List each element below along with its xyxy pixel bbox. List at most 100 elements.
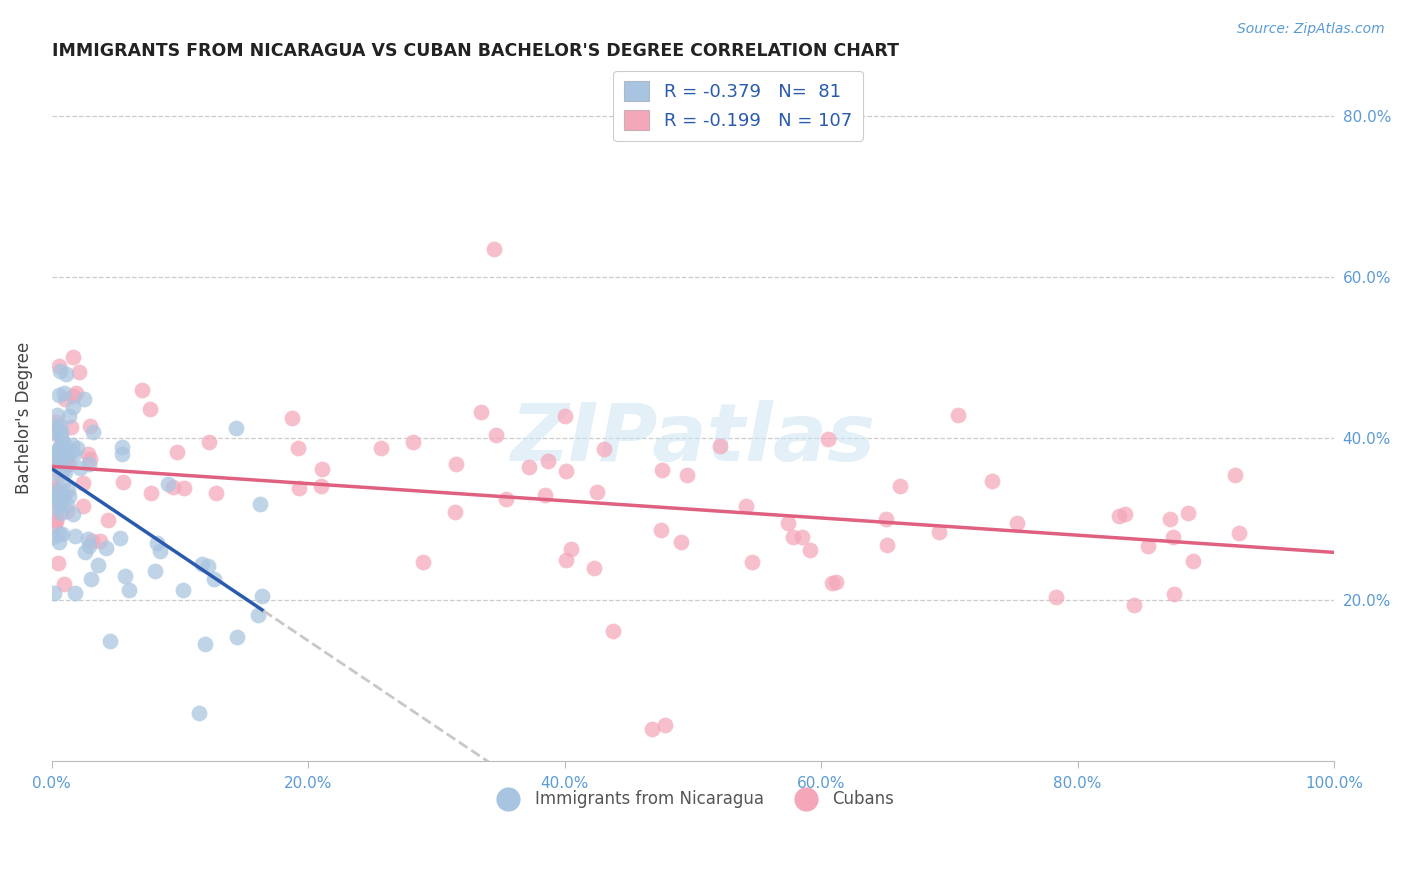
Point (79, 418, 101, 433)
Point (554, 553, 576, 567)
Point (51, 490, 73, 504)
Point (48, 457, 70, 471)
Point (776, 516, 799, 531)
Point (55, 457, 77, 471)
Point (56, 498, 79, 512)
Point (69, 461, 91, 475)
Point (1114, 507, 1136, 521)
Point (67, 365, 90, 379)
Point (45, 514, 67, 528)
Point (287, 441, 309, 455)
Point (49, 439, 72, 453)
Point (311, 479, 333, 493)
Point (49, 454, 72, 468)
Text: IMMIGRANTS FROM NICARAGUA VS CUBAN BACHELOR'S DEGREE CORRELATION CHART: IMMIGRANTS FROM NICARAGUA VS CUBAN BACHE… (52, 42, 898, 60)
Point (537, 453, 560, 467)
Point (49, 493, 72, 508)
Point (114, 569, 136, 583)
Point (58, 457, 80, 471)
Point (799, 542, 821, 557)
Point (48, 482, 70, 496)
Point (45, 408, 67, 422)
Point (402, 435, 425, 450)
Point (1005, 516, 1028, 530)
Point (533, 488, 555, 502)
Point (42, 487, 65, 501)
Point (58, 483, 80, 497)
Point (44, 517, 66, 532)
Point (45, 501, 67, 516)
Point (48, 527, 70, 541)
Point (980, 475, 1002, 489)
Point (602, 624, 624, 638)
Point (72, 476, 94, 491)
Point (946, 408, 969, 422)
Point (49, 419, 72, 434)
Point (46, 442, 69, 457)
Point (1177, 506, 1199, 520)
Point (52, 463, 75, 477)
Point (138, 401, 160, 416)
Point (198, 435, 221, 450)
Point (585, 484, 607, 499)
Point (42, 586, 65, 600)
Point (55, 452, 77, 467)
Point (48, 535, 70, 549)
Point (82, 425, 104, 439)
Point (77, 539, 100, 553)
Point (49, 506, 72, 520)
Point (741, 555, 763, 569)
Point (45, 450, 67, 464)
Point (560, 542, 582, 557)
Point (824, 574, 846, 589)
Point (51, 447, 73, 461)
Point (51, 434, 73, 448)
Point (204, 573, 226, 587)
Point (56, 452, 79, 467)
Point (671, 534, 693, 549)
Point (889, 479, 911, 493)
Point (143, 564, 166, 578)
Point (482, 242, 505, 256)
Point (650, 523, 672, 537)
Point (49, 497, 72, 511)
Point (62, 389, 84, 403)
Point (65, 386, 87, 401)
Point (58, 409, 80, 423)
Point (65, 529, 87, 543)
Point (45, 511, 67, 525)
Point (42, 425, 65, 440)
Point (77, 457, 100, 471)
Legend: Immigrants from Nicaragua, Cubans: Immigrants from Nicaragua, Cubans (485, 783, 901, 814)
Point (194, 637, 217, 651)
Point (370, 442, 392, 456)
Point (44, 484, 66, 499)
Point (96, 513, 118, 527)
Point (1161, 530, 1184, 544)
Point (817, 432, 839, 446)
Point (191, 557, 214, 571)
Point (735, 499, 758, 513)
Point (62, 400, 84, 414)
Point (45, 420, 67, 434)
Point (73, 544, 96, 558)
Point (1223, 468, 1246, 483)
Point (485, 428, 508, 442)
Point (46, 490, 69, 504)
Point (821, 576, 844, 591)
Point (55, 504, 77, 518)
Point (928, 524, 950, 539)
Point (131, 383, 153, 397)
Point (60, 445, 83, 459)
Point (149, 543, 172, 558)
Point (87, 558, 110, 573)
Point (875, 512, 897, 526)
Point (58, 489, 80, 503)
Y-axis label: Bachelor's Degree: Bachelor's Degree (15, 342, 32, 494)
Point (45, 415, 67, 429)
Point (49, 429, 72, 443)
Point (53, 488, 76, 502)
Point (46, 557, 69, 571)
Point (112, 475, 135, 490)
Point (60, 438, 83, 452)
